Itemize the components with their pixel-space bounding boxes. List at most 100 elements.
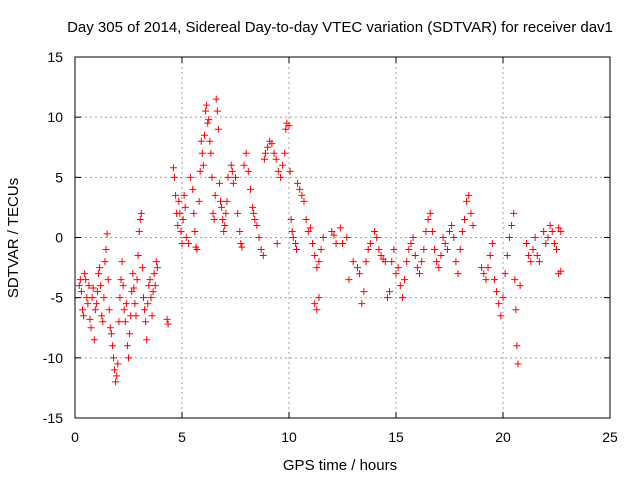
data-point bbox=[135, 227, 143, 235]
data-point bbox=[221, 221, 229, 229]
data-point bbox=[383, 294, 391, 302]
data-point bbox=[253, 221, 261, 229]
data-point bbox=[285, 122, 293, 130]
data-point bbox=[209, 209, 217, 217]
data-point bbox=[437, 252, 445, 260]
data-point bbox=[238, 243, 246, 251]
data-point bbox=[251, 215, 259, 223]
data-point bbox=[501, 270, 509, 278]
data-point bbox=[411, 252, 419, 260]
data-point bbox=[250, 209, 258, 217]
data-point bbox=[398, 294, 406, 302]
data-point bbox=[199, 161, 207, 169]
data-point bbox=[193, 246, 201, 254]
data-point bbox=[240, 161, 248, 169]
data-point bbox=[187, 173, 195, 181]
data-point bbox=[86, 315, 94, 323]
data-point bbox=[523, 240, 531, 248]
data-point bbox=[270, 149, 278, 157]
data-point bbox=[175, 197, 183, 205]
data-point bbox=[525, 252, 533, 260]
data-point bbox=[211, 191, 219, 199]
data-point bbox=[478, 264, 486, 272]
y-tick-label: 15 bbox=[47, 49, 63, 65]
data-point bbox=[195, 197, 203, 205]
data-point bbox=[490, 276, 498, 284]
data-point bbox=[153, 264, 161, 272]
data-point bbox=[407, 240, 415, 248]
data-point bbox=[514, 360, 522, 368]
data-point bbox=[81, 270, 89, 278]
data-point bbox=[141, 306, 149, 314]
data-point bbox=[206, 137, 214, 145]
data-point bbox=[272, 155, 280, 163]
data-point bbox=[129, 270, 137, 278]
data-point bbox=[180, 191, 188, 199]
data-point bbox=[174, 221, 182, 229]
data-point bbox=[95, 270, 103, 278]
data-point bbox=[91, 306, 99, 314]
data-point bbox=[458, 227, 466, 235]
data-point bbox=[289, 234, 297, 241]
data-point bbox=[181, 203, 189, 211]
data-point bbox=[149, 288, 157, 296]
data-point bbox=[298, 191, 306, 199]
data-point bbox=[463, 197, 471, 205]
data-point bbox=[392, 270, 400, 278]
data-point bbox=[286, 167, 294, 175]
data-point bbox=[146, 276, 154, 284]
data-point bbox=[257, 246, 265, 254]
data-point bbox=[339, 240, 346, 248]
data-point bbox=[317, 246, 325, 254]
data-point bbox=[450, 234, 458, 241]
data-point bbox=[315, 258, 323, 266]
data-point bbox=[108, 342, 116, 350]
data-point bbox=[276, 173, 284, 181]
data-point bbox=[164, 320, 172, 328]
data-point bbox=[179, 215, 187, 223]
data-point bbox=[409, 234, 417, 241]
data-point bbox=[121, 318, 129, 326]
data-point bbox=[212, 95, 220, 103]
data-point bbox=[132, 312, 140, 320]
data-point bbox=[349, 258, 357, 266]
data-point bbox=[122, 300, 130, 308]
data-point bbox=[394, 264, 402, 272]
data-point bbox=[420, 246, 428, 254]
data-point bbox=[302, 215, 310, 223]
axis-ticks: 0 5 10 15 20 25 -15 -10 -5 0 5 10 15 bbox=[43, 49, 618, 445]
data-point bbox=[237, 240, 245, 248]
data-point bbox=[142, 318, 150, 326]
data-point bbox=[143, 336, 151, 344]
data-point bbox=[274, 167, 282, 175]
data-point bbox=[92, 300, 100, 308]
data-point bbox=[364, 246, 372, 254]
data-point bbox=[224, 173, 232, 181]
data-point bbox=[97, 282, 105, 290]
data-point bbox=[125, 354, 132, 362]
data-point bbox=[557, 267, 565, 275]
data-point bbox=[503, 252, 511, 260]
data-point bbox=[426, 209, 434, 217]
data-point bbox=[102, 246, 110, 254]
data-point bbox=[535, 258, 543, 266]
data-point bbox=[218, 203, 226, 211]
data-point bbox=[362, 258, 370, 266]
data-point bbox=[456, 246, 464, 254]
data-point bbox=[273, 240, 281, 248]
data-point bbox=[311, 252, 319, 260]
data-point bbox=[82, 276, 90, 284]
data-point bbox=[138, 264, 146, 272]
data-point bbox=[217, 197, 225, 205]
data-point bbox=[236, 227, 244, 235]
data-point bbox=[328, 227, 336, 235]
data-point bbox=[343, 234, 351, 241]
data-point bbox=[110, 354, 118, 362]
data-point bbox=[555, 224, 563, 232]
data-point bbox=[345, 276, 353, 284]
data-point bbox=[396, 282, 404, 290]
data-point bbox=[103, 230, 111, 238]
data-point bbox=[182, 234, 190, 241]
data-point bbox=[136, 215, 144, 223]
